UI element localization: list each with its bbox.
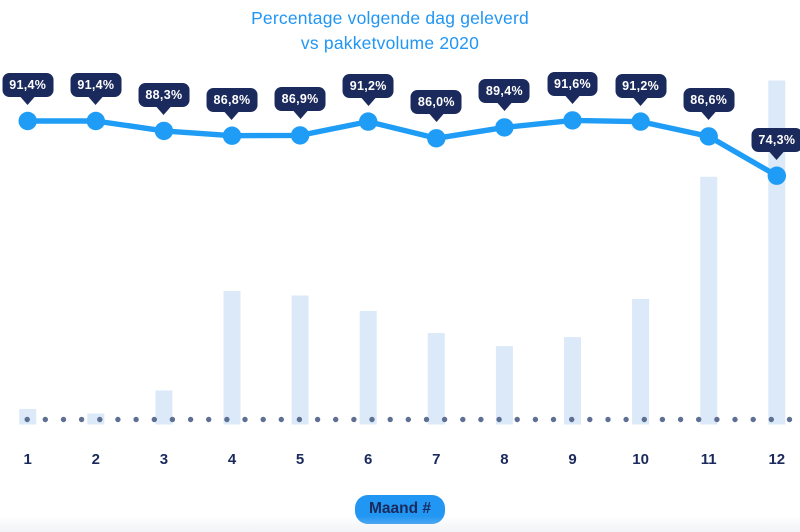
line-point — [18, 111, 37, 131]
volume-bar — [564, 337, 581, 425]
value-badge: 91,4% — [2, 73, 54, 97]
volume-bar — [87, 413, 105, 425]
line-point — [359, 112, 378, 131]
x-axis-title-badge: Maand # — [354, 495, 446, 524]
line-point — [767, 166, 786, 185]
dotted-baseline-dot — [278, 416, 284, 423]
dotted-baseline-dot — [387, 416, 393, 423]
volume-bar — [223, 291, 241, 425]
percentage-line — [25, 117, 780, 179]
dotted-baseline-dot — [623, 416, 629, 423]
line-point — [154, 121, 174, 141]
value-badge: 86,0% — [410, 90, 462, 115]
x-axis-label: 1 — [23, 451, 32, 468]
dotted-baseline-dot — [333, 416, 339, 423]
x-axis-label: 10 — [632, 451, 649, 468]
dotted-baseline-dot — [605, 416, 611, 423]
dotted-baseline-dot — [768, 416, 774, 423]
line-point — [290, 126, 310, 145]
x-axis-label: 2 — [91, 451, 100, 468]
line-point — [86, 111, 106, 131]
volume-bar — [291, 295, 309, 425]
dotted-baseline-dot — [115, 416, 121, 423]
x-axis-label: 8 — [500, 451, 509, 468]
dotted-baseline-dot — [151, 416, 157, 423]
dotted-baseline-dot — [696, 416, 702, 423]
dotted-baseline-dot — [60, 416, 67, 423]
dotted-baseline-dot — [460, 416, 466, 423]
x-axis-label: 4 — [227, 451, 237, 468]
dotted-baseline-dot — [496, 416, 502, 423]
dotted-baseline-dot — [97, 416, 103, 423]
dotted-baseline-dot — [514, 416, 520, 423]
volume-bar — [632, 298, 650, 425]
chart-title-line1: Percentage volgende dag geleverd — [251, 8, 529, 28]
line-point — [427, 129, 446, 148]
value-badge: 91,4% — [70, 73, 122, 97]
dotted-baseline-dot — [260, 416, 266, 423]
volume-bar — [495, 346, 513, 425]
dotted-baseline-dot — [750, 416, 756, 423]
line-point — [699, 127, 718, 146]
volume-bar — [768, 80, 786, 425]
volume-bar — [155, 390, 173, 425]
dotted-baseline-dot — [550, 416, 557, 423]
value-badge: 91,2% — [615, 73, 667, 98]
dotted-baseline-dot — [187, 416, 194, 423]
dotted-baseline-dot — [714, 416, 720, 423]
dotted-baseline-dot — [569, 416, 575, 423]
dotted-baseline-dot — [659, 416, 666, 423]
volume-bar — [359, 311, 377, 425]
x-axis-label: 12 — [768, 451, 786, 468]
line-point — [631, 112, 650, 131]
dotted-baseline-dot — [133, 416, 139, 423]
value-badge: 86,8% — [206, 87, 258, 112]
dotted-baseline-dot — [314, 416, 321, 423]
value-badge: 88,3% — [138, 82, 190, 107]
line-point — [222, 126, 242, 145]
line-point — [563, 111, 582, 130]
dotted-baseline-dot — [242, 416, 248, 423]
dotted-baseline-dot — [677, 416, 684, 423]
dotted-baseline-dot — [169, 416, 176, 423]
x-axis-label: 11 — [700, 451, 717, 468]
dotted-baseline-dot — [786, 416, 793, 423]
x-axis-label: 6 — [364, 451, 373, 468]
dotted-baseline-dot — [42, 416, 48, 423]
dotted-baseline-dot — [351, 416, 357, 423]
dotted-baseline-dot — [78, 416, 85, 423]
chart-title-line2: vs pakketvolume 2020 — [300, 33, 480, 53]
dotted-baseline-dot — [732, 416, 738, 423]
value-badge: 91,6% — [547, 72, 598, 97]
dotted-baseline-dot — [587, 416, 593, 423]
value-badge: 91,2% — [342, 73, 394, 98]
dotted-baseline-dot — [641, 416, 647, 423]
x-axis-label: 9 — [568, 451, 577, 468]
x-axis-label: 5 — [295, 451, 305, 468]
chart-title: Percentage volgende dag geleverd vs pakk… — [0, 6, 780, 56]
x-axis-label: 3 — [159, 451, 169, 468]
volume-bar — [19, 409, 37, 425]
dotted-baseline-dot — [369, 416, 375, 423]
value-badge: 86,6% — [683, 88, 735, 113]
dotted-baseline-dot — [423, 416, 430, 423]
dotted-baseline-dot — [206, 416, 212, 423]
value-badge: 89,4% — [478, 79, 530, 104]
line-point — [495, 118, 514, 137]
dotted-baseline-dot — [405, 416, 411, 423]
x-axis-label: 7 — [432, 451, 441, 468]
dotted-baseline-dot — [441, 416, 448, 423]
value-badge: 86,9% — [274, 87, 326, 112]
dotted-baseline-dot — [296, 416, 303, 423]
dotted-baseline-dot — [224, 416, 230, 423]
volume-bar — [700, 176, 718, 425]
dotted-baseline-dot — [478, 416, 484, 423]
value-badge: 74,3% — [751, 127, 800, 152]
dotted-baseline-dot — [24, 416, 30, 423]
dotted-baseline-dot — [532, 416, 539, 423]
volume-bar — [427, 333, 445, 425]
